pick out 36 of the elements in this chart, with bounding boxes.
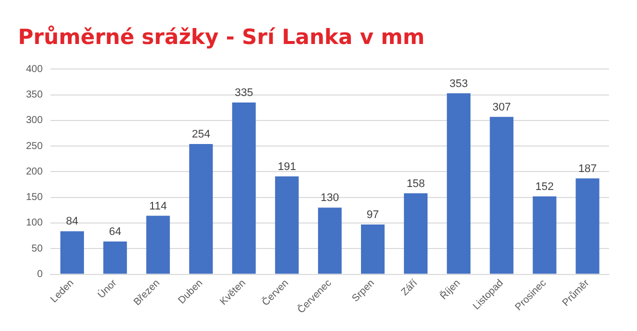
bar: [189, 144, 213, 274]
bar: [360, 224, 385, 274]
data-label: 254: [192, 128, 210, 141]
y-tick-label: 0: [37, 269, 44, 280]
y-tick-label: 100: [26, 218, 44, 229]
bar: [146, 216, 170, 274]
bar: [103, 241, 127, 274]
bar: [532, 196, 556, 274]
data-label: 191: [278, 160, 296, 173]
bar: [404, 193, 428, 274]
bar: [60, 231, 84, 274]
bar: [446, 93, 470, 274]
chart-title: Průměrné srážky - Srí Lanka v mm: [18, 25, 425, 50]
data-label: 114: [149, 200, 167, 212]
data-label: 335: [234, 87, 254, 100]
data-label: 152: [535, 180, 554, 193]
data-label: 97: [366, 209, 379, 222]
data-label: 158: [406, 178, 425, 190]
bar: [232, 102, 256, 274]
data-label: 307: [492, 101, 511, 114]
y-tick-label: 200: [26, 166, 44, 178]
data-label: 64: [108, 226, 122, 238]
bar: [490, 116, 514, 274]
bar: [318, 208, 342, 274]
data-label: 84: [66, 216, 78, 228]
bar: [576, 178, 600, 274]
data-label: 130: [320, 192, 340, 204]
bar: [275, 176, 299, 274]
y-tick-label: 50: [32, 243, 44, 254]
y-tick-label: 300: [26, 115, 44, 126]
y-tick-label: 350: [26, 90, 44, 101]
y-tick-label: 400: [26, 64, 44, 75]
data-label: 187: [578, 162, 597, 175]
y-tick-label: 250: [26, 140, 44, 152]
data-label: 353: [450, 78, 468, 90]
y-tick-label: 150: [26, 192, 44, 204]
